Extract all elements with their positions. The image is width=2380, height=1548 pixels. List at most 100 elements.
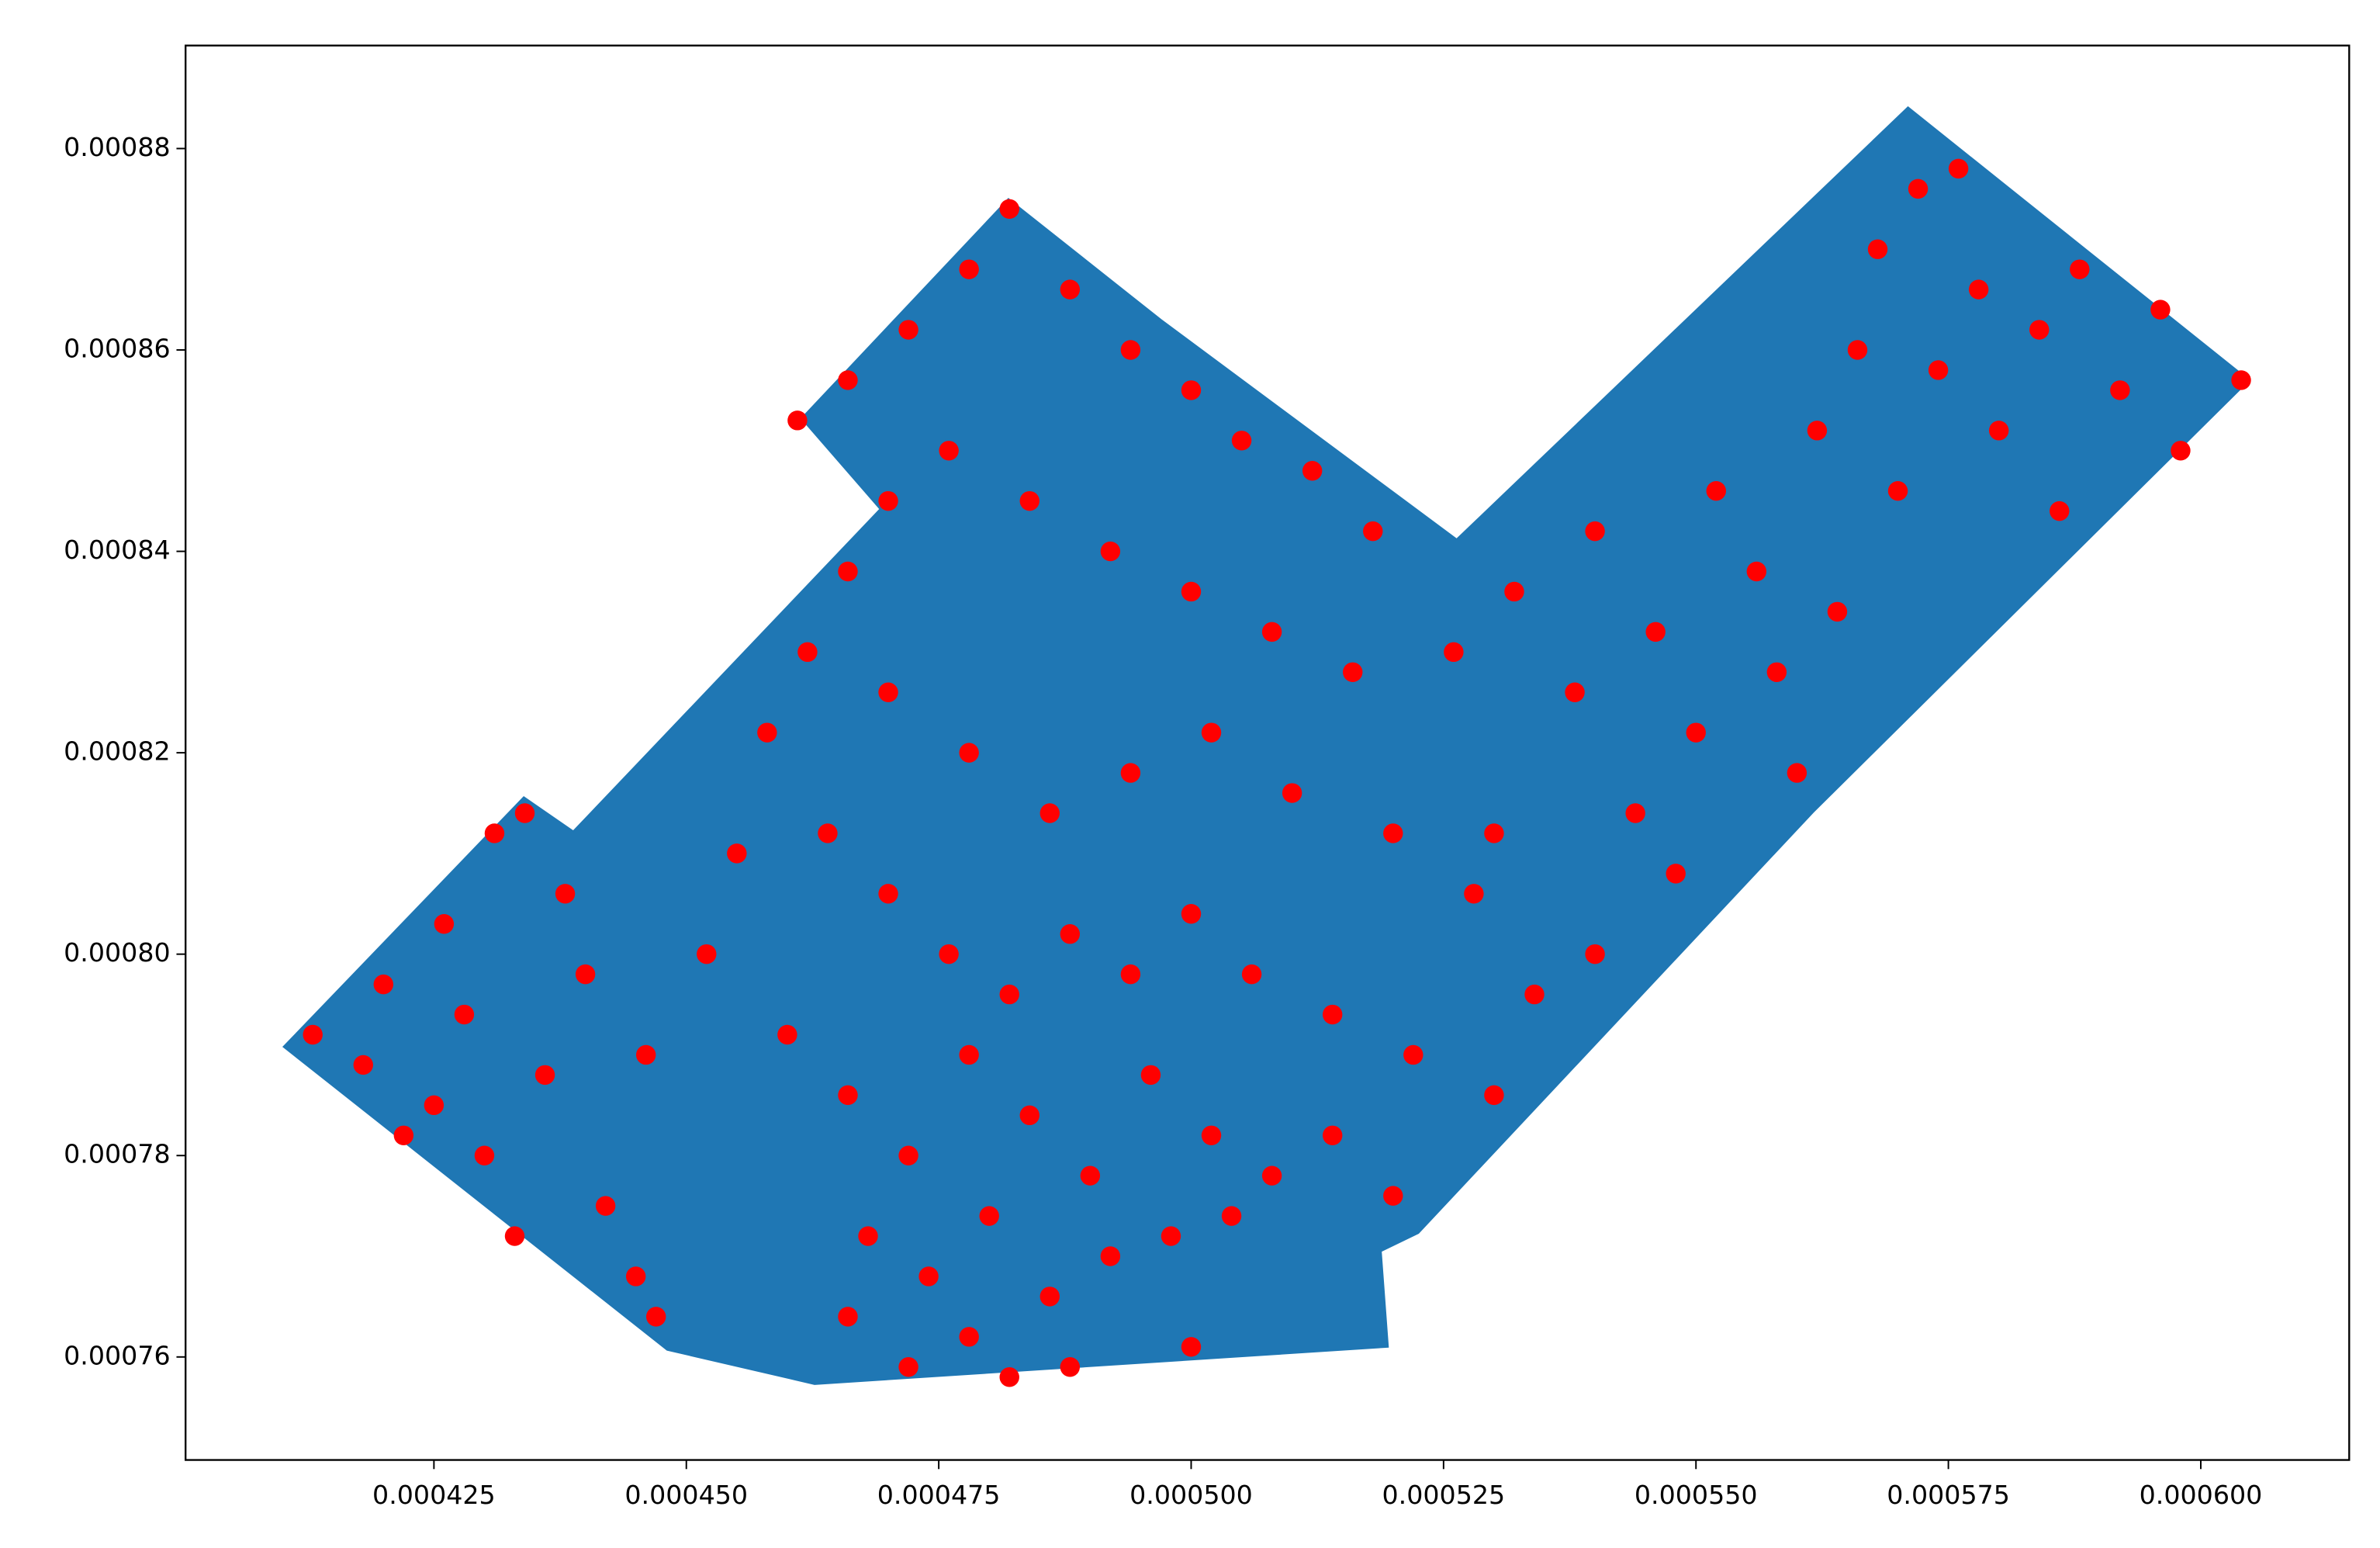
point bbox=[1908, 178, 1929, 199]
point bbox=[979, 1206, 999, 1226]
point bbox=[838, 370, 858, 390]
y-tick-label: 0.00078 bbox=[64, 1139, 171, 1169]
x-tick-label: 0.000450 bbox=[624, 1480, 748, 1510]
point bbox=[1383, 823, 1403, 843]
point bbox=[1524, 984, 1545, 1005]
point bbox=[1322, 1004, 1343, 1025]
point bbox=[939, 441, 959, 461]
x-tick-label: 0.000500 bbox=[1129, 1480, 1253, 1510]
point bbox=[454, 1004, 475, 1025]
point bbox=[1766, 662, 1787, 683]
point bbox=[534, 1065, 555, 1086]
point bbox=[1444, 642, 1464, 663]
x-tick-label: 0.000425 bbox=[372, 1480, 496, 1510]
y-tick-label: 0.00086 bbox=[64, 333, 171, 363]
point bbox=[1019, 490, 1040, 511]
point bbox=[1403, 1044, 1424, 1065]
y-tick-label: 0.00082 bbox=[64, 736, 171, 767]
point bbox=[1080, 1165, 1101, 1186]
point bbox=[1625, 803, 1645, 823]
point bbox=[1585, 521, 1605, 542]
point bbox=[818, 823, 838, 843]
x-tick-label: 0.000525 bbox=[1382, 1480, 1506, 1510]
point bbox=[1343, 662, 1363, 683]
point bbox=[2171, 441, 2191, 461]
point bbox=[878, 884, 898, 904]
point bbox=[1322, 1125, 1343, 1145]
point bbox=[1928, 360, 1949, 380]
point bbox=[393, 1125, 414, 1145]
point bbox=[757, 722, 777, 743]
point bbox=[1120, 340, 1141, 360]
y-tick-label: 0.00076 bbox=[64, 1340, 171, 1370]
point bbox=[1201, 722, 1222, 743]
point bbox=[1019, 1105, 1040, 1126]
point bbox=[838, 1085, 858, 1106]
point bbox=[999, 199, 1019, 220]
point bbox=[2050, 500, 2070, 521]
point bbox=[555, 884, 576, 904]
point bbox=[1060, 924, 1081, 944]
point bbox=[878, 682, 898, 702]
point bbox=[697, 944, 717, 964]
point bbox=[1221, 1206, 1242, 1226]
point bbox=[645, 1307, 666, 1327]
point bbox=[1181, 1337, 1202, 1357]
point bbox=[1746, 561, 1767, 582]
point bbox=[1261, 622, 1282, 642]
point bbox=[1565, 682, 1585, 702]
point bbox=[858, 1226, 878, 1246]
point bbox=[1261, 1165, 1282, 1186]
point bbox=[303, 1024, 323, 1045]
point bbox=[898, 1357, 918, 1377]
point bbox=[2110, 380, 2130, 400]
point bbox=[1807, 421, 1828, 441]
point bbox=[575, 964, 596, 985]
point bbox=[1484, 823, 1504, 843]
region-polygon bbox=[282, 106, 2250, 1385]
point bbox=[1161, 1226, 1181, 1246]
point bbox=[2150, 300, 2171, 320]
x-tick-label: 0.000575 bbox=[1887, 1480, 2010, 1510]
point bbox=[898, 1145, 918, 1165]
point bbox=[1484, 1085, 1504, 1106]
point bbox=[959, 1327, 979, 1347]
point bbox=[918, 1266, 939, 1287]
point bbox=[1867, 239, 1888, 259]
point bbox=[1363, 521, 1383, 542]
point bbox=[1201, 1125, 1222, 1145]
point bbox=[504, 1226, 525, 1246]
y-tick-label: 0.00088 bbox=[64, 132, 171, 162]
point bbox=[484, 823, 505, 843]
point bbox=[1827, 601, 1848, 622]
y-tick-label: 0.00084 bbox=[64, 535, 171, 565]
point bbox=[1100, 1246, 1121, 1266]
point bbox=[1887, 480, 1908, 501]
point bbox=[625, 1266, 646, 1287]
point bbox=[2231, 370, 2251, 390]
point bbox=[1706, 480, 1726, 501]
point bbox=[373, 974, 394, 995]
point bbox=[635, 1044, 656, 1065]
point bbox=[1120, 763, 1141, 783]
point bbox=[474, 1145, 495, 1165]
point bbox=[898, 320, 918, 340]
point bbox=[1302, 461, 1323, 481]
point bbox=[1120, 964, 1141, 985]
point bbox=[1383, 1186, 1403, 1206]
point bbox=[1181, 581, 1202, 602]
point bbox=[1504, 581, 1524, 602]
point bbox=[1040, 803, 1060, 823]
point bbox=[514, 803, 535, 823]
point bbox=[999, 1367, 1019, 1387]
point bbox=[1645, 622, 1666, 642]
point bbox=[1241, 964, 1262, 985]
point bbox=[595, 1196, 616, 1216]
point bbox=[727, 843, 747, 864]
x-tick-label: 0.000475 bbox=[877, 1480, 1001, 1510]
point bbox=[1585, 944, 1605, 964]
point bbox=[1060, 279, 1081, 300]
y-tick-label: 0.00080 bbox=[64, 937, 171, 968]
point bbox=[1140, 1065, 1161, 1086]
